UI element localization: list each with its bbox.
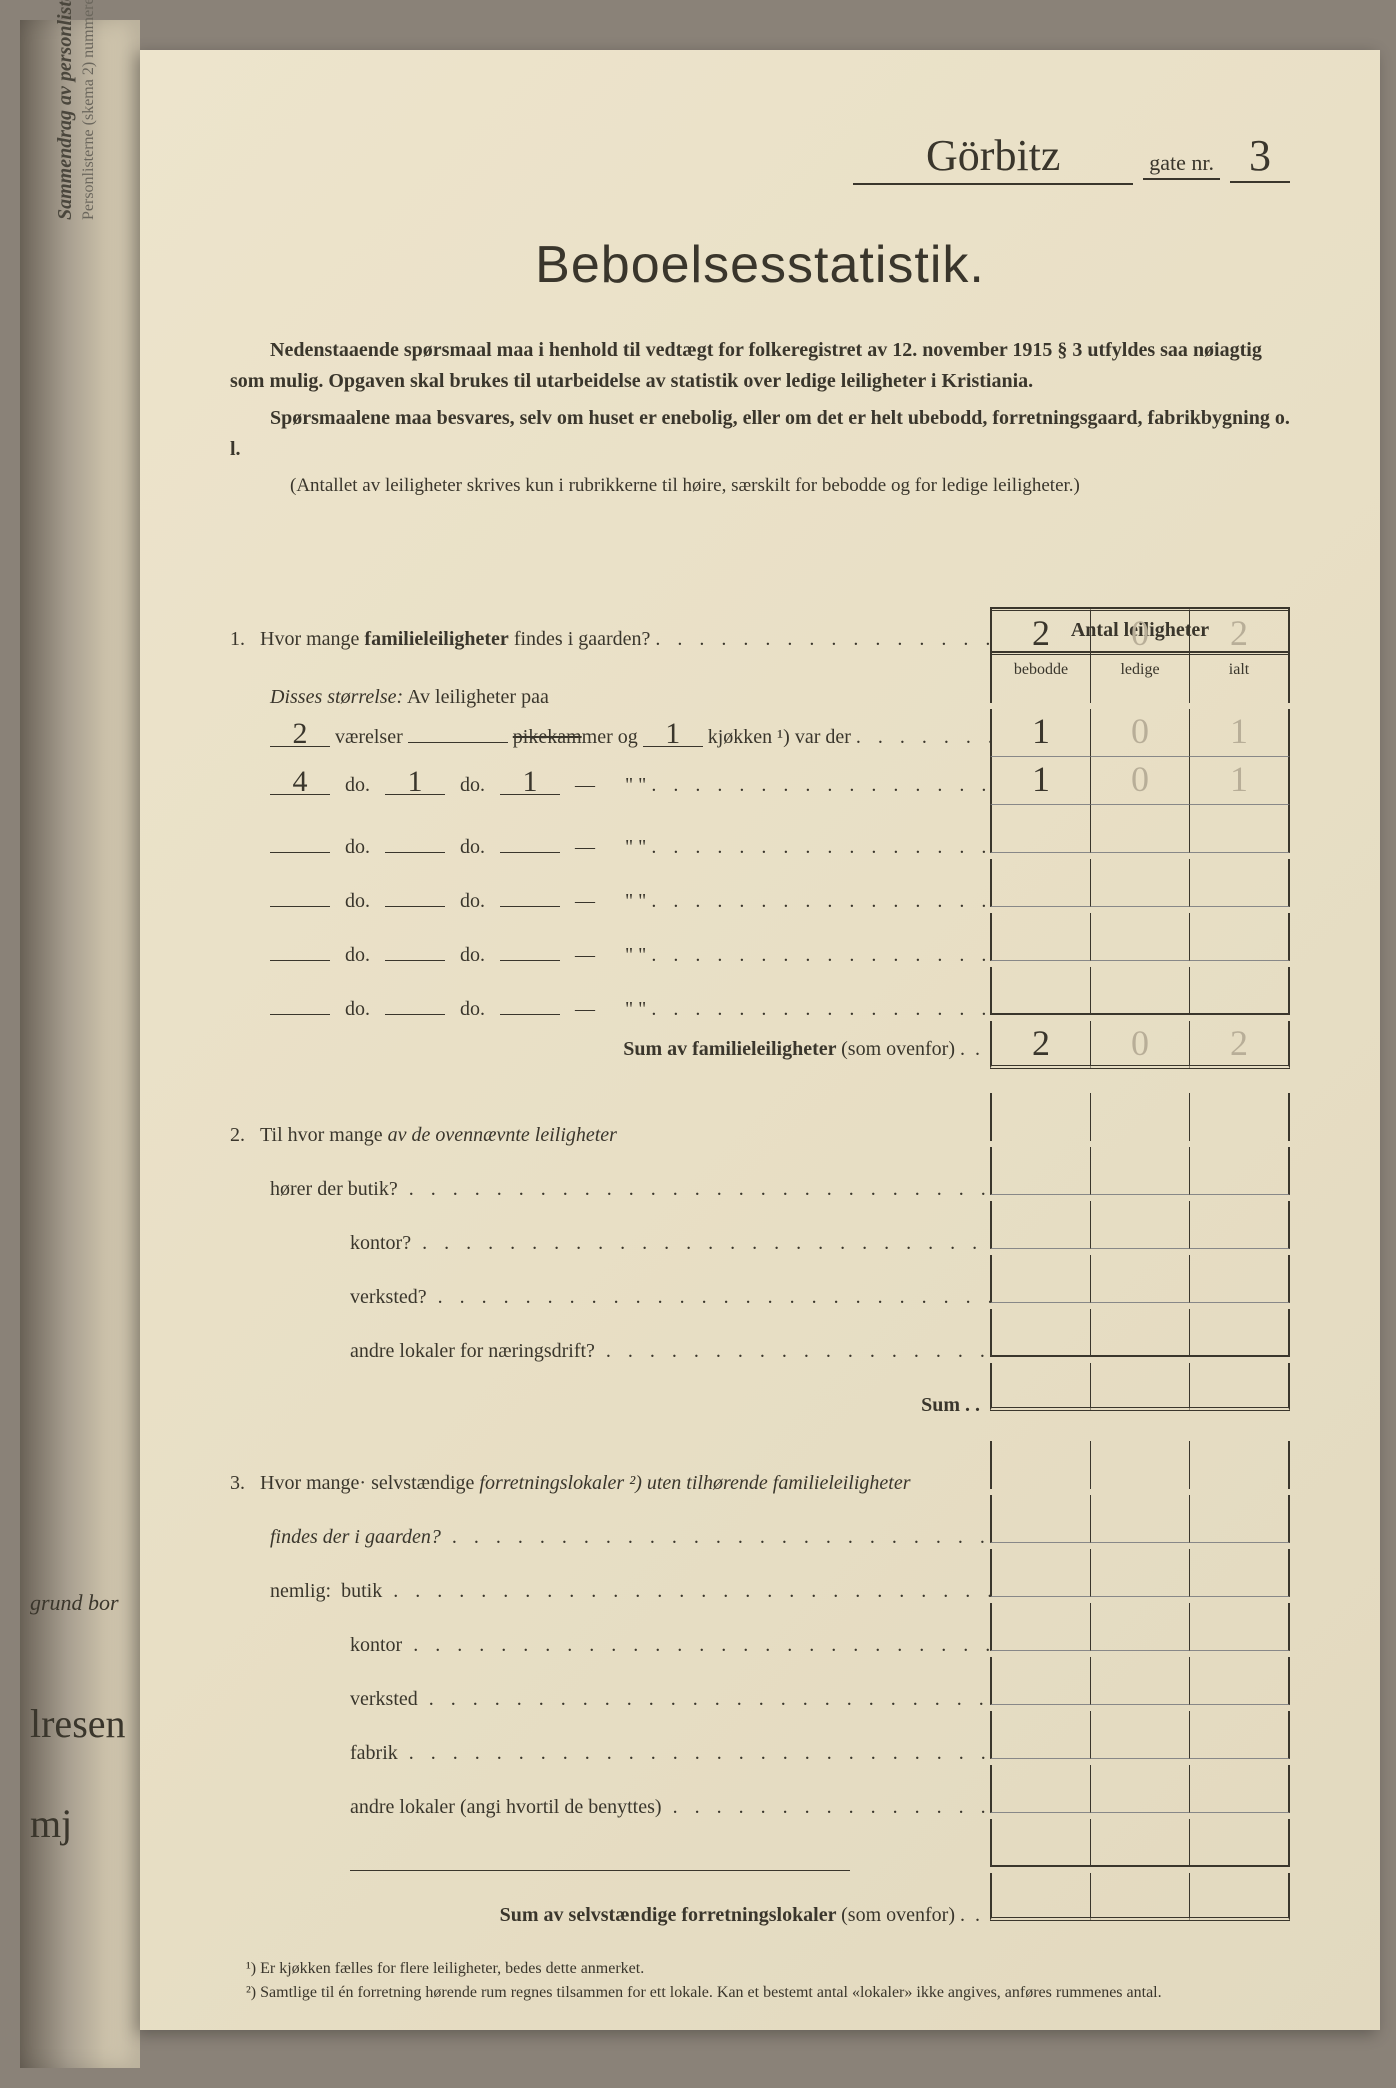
sidebar-instruction-line: Personlisterne (skema 2) nummereres øver… — [80, 0, 98, 220]
q1-detail-row: do. do. — " " — [230, 967, 1290, 1021]
footnotes: ¹) Er kjøkken fælles for flere leilighet… — [230, 1957, 1290, 2005]
q1-sum-row: Sum av familieleiligheter (som ovenfor) … — [230, 1021, 1290, 1069]
street-name-field: Görbitz — [853, 130, 1133, 185]
q1-bebodde: 2 — [990, 607, 1090, 655]
binding-edge: Sammendrag av personlisterne for huset n… — [20, 20, 140, 2068]
q2-sum-row: Sum . . — [230, 1363, 1290, 1417]
intro-paragraph-1: Nedenstaaende spørsmaal maa i henhold ti… — [230, 335, 1290, 397]
page-wrapper: Sammendrag av personlisterne for huset n… — [20, 20, 1376, 2068]
gate-number-field: 3 — [1230, 130, 1290, 183]
q1-detail-row: 4 do. 1 do. 1 — " " 1 0 1 — [230, 757, 1290, 805]
q1-detail-row: do. do. — " " — [230, 859, 1290, 913]
side-script-1: lresen — [30, 1700, 126, 1747]
q3-row: 3.Hvor mange· selvstændige forretningslo… — [230, 1441, 1290, 1495]
form-body: Antal leiligheter bebodde ledige ialt 1.… — [230, 607, 1290, 1927]
q1-detail-row: do. do. — " " — [230, 805, 1290, 859]
q3-line: kontor — [230, 1603, 1290, 1657]
form-paper: Görbitz gate nr. 3 Beboelsesstatistik. N… — [140, 50, 1380, 2030]
q3-sum-row: Sum av selvstændige forretningslokaler (… — [230, 1873, 1290, 1927]
q1-ialt: 2 — [1189, 607, 1290, 655]
side-script-2: mj — [30, 1800, 72, 1847]
q2-line: verksted? — [230, 1255, 1290, 1309]
form-title: Beboelsesstatistik. — [230, 235, 1290, 295]
q3-line: andre lokaler (angi hvortil de benyttes) — [230, 1765, 1290, 1819]
intro-note: (Antallet av leiligheter skrives kun i r… — [230, 475, 1290, 497]
intro-paragraph-2: Spørsmaalene maa besvares, selv om huset… — [230, 403, 1290, 465]
q3-line: verksted — [230, 1657, 1290, 1711]
q3-line: fabrik — [230, 1711, 1290, 1765]
side-label-grund: grund bor — [30, 1590, 119, 1616]
footnote-2: ²) Samtlige til én forretning hørende ru… — [230, 1981, 1290, 2005]
q1-row: 1.Hvor mange familieleiligheter findes i… — [230, 607, 1290, 655]
q3-blank-line — [230, 1819, 1290, 1873]
q2-row: 2.Til hvor mange av de ovennævnte leilig… — [230, 1093, 1290, 1147]
q1-detail-row: 2 værelser pikekammer og 1 kjøkken ¹) va… — [230, 709, 1290, 757]
q3-line: nemlig: butik — [230, 1549, 1290, 1603]
sidebar-summary-line: Sammendrag av personlisterne for huset n… — [50, 0, 77, 220]
header-line: Görbitz gate nr. 3 — [230, 130, 1290, 185]
q1-sum-ledige: 0 — [1090, 1021, 1189, 1069]
footnote-1: ¹) Er kjøkken fælles for flere leilighet… — [230, 1957, 1290, 1981]
gate-label: gate nr. — [1143, 150, 1220, 180]
q1-ledige: 0 — [1090, 607, 1189, 655]
q2-line: kontor? — [230, 1201, 1290, 1255]
q3-row-b: findes der i gaarden? — [230, 1495, 1290, 1549]
q1-detail-row: do. do. — " " — [230, 913, 1290, 967]
q1-sum-ialt: 2 — [1189, 1021, 1290, 1069]
q1-sum-bebodde: 2 — [990, 1021, 1090, 1069]
q1-sublabel: Disses størrelse: Av leiligheter paa — [230, 655, 1290, 709]
q2-line: hører der butik? — [230, 1147, 1290, 1201]
q2-line: andre lokaler for næringsdrift? — [230, 1309, 1290, 1363]
